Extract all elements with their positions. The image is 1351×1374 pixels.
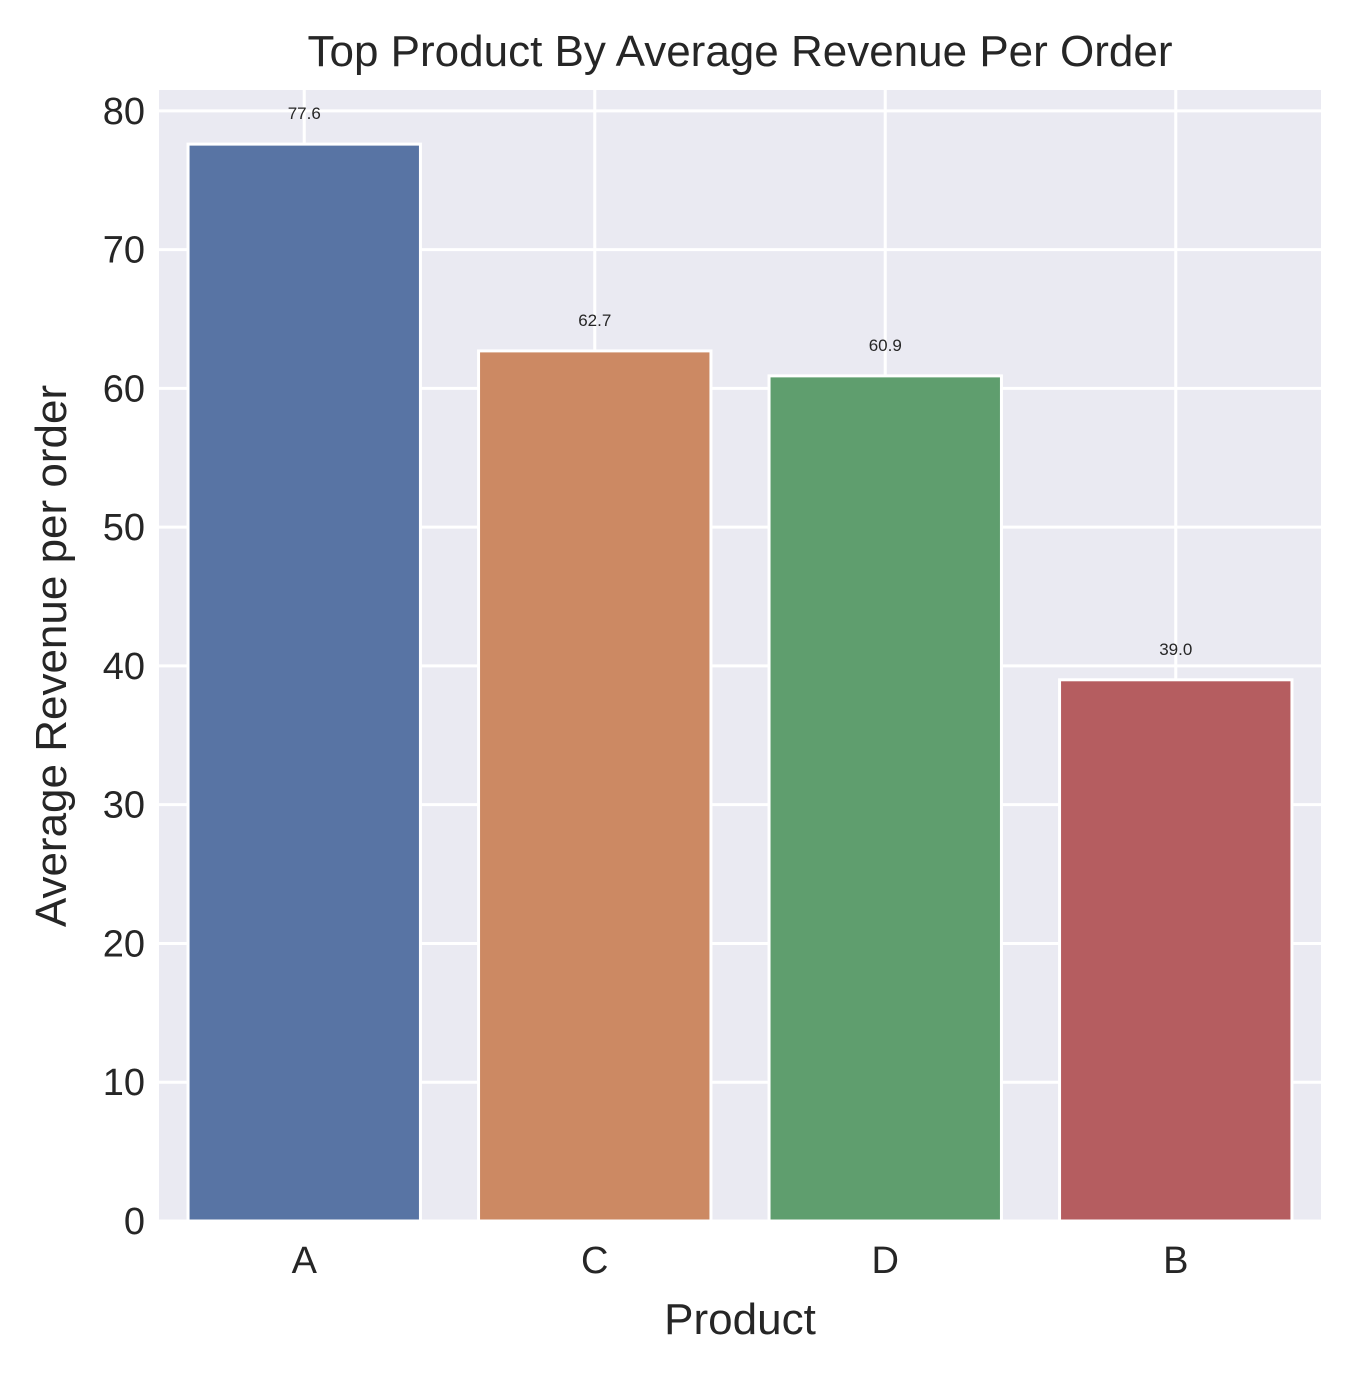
x-tick-label-B: B — [1163, 1240, 1188, 1282]
bar-D — [767, 374, 1003, 1223]
x-tick-label-C: C — [581, 1240, 608, 1282]
y-tick-label: 50 — [103, 507, 145, 549]
y-tick-label: 80 — [103, 91, 145, 133]
chart-title: Top Product By Average Revenue Per Order — [307, 27, 1172, 76]
data-label-D: 60.9 — [869, 336, 902, 355]
y-tick-label: 10 — [103, 1062, 145, 1104]
data-label-C: 62.7 — [578, 311, 611, 330]
x-tick-label-A: A — [292, 1240, 318, 1282]
bar-A — [186, 142, 422, 1223]
bar-B — [1058, 678, 1294, 1223]
data-labels: 77.6 62.7 60.9 39.0 — [288, 104, 1193, 659]
y-axis-label: Average Revenue per order — [27, 385, 76, 927]
x-axis-label: Product — [664, 1295, 816, 1344]
y-tick-label: 70 — [103, 230, 145, 272]
x-tick-label-D: D — [872, 1240, 899, 1282]
data-label-A: 77.6 — [288, 104, 321, 123]
bars — [186, 142, 1294, 1223]
data-label-B: 39.0 — [1159, 640, 1192, 659]
y-tick-label: 30 — [103, 785, 145, 827]
y-tick-label: 40 — [103, 646, 145, 688]
bar-C — [477, 349, 713, 1223]
y-tick-label: 60 — [103, 368, 145, 410]
y-axis-ticks: 0 10 20 30 40 50 60 70 80 — [103, 91, 145, 1243]
y-tick-label: 20 — [103, 923, 145, 965]
y-tick-label: 0 — [124, 1201, 145, 1243]
